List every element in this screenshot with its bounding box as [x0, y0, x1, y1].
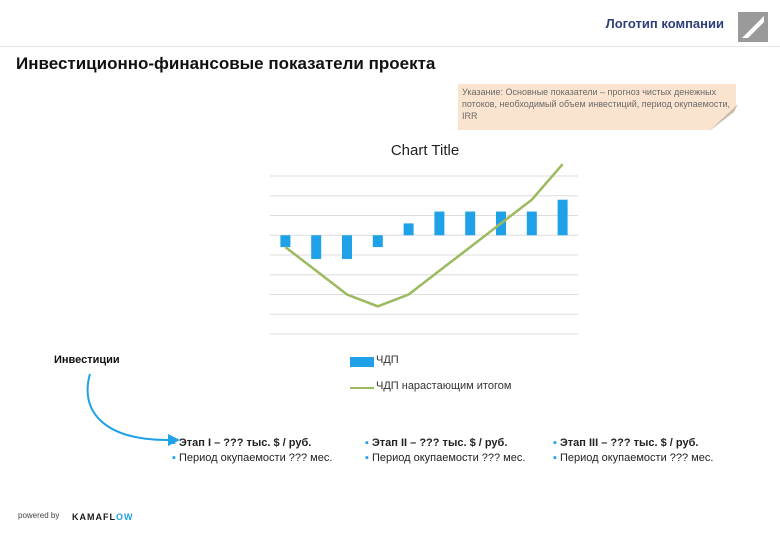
note-fold-corner [708, 104, 738, 132]
brand-main-text: KAMAFL [72, 512, 116, 522]
chart-title: Chart Title [390, 142, 460, 159]
legend-swatch-line [350, 387, 374, 389]
legend-label-bar: ЧДП [376, 354, 399, 366]
bar-mark [434, 211, 445, 236]
investments-label: Инвестиции [54, 354, 120, 366]
bar-mark [403, 223, 414, 236]
stage-title: Этап III – ??? тыс. $ / руб. [559, 437, 699, 449]
stage-payback: Период окупаемости ??? мес. [371, 452, 526, 464]
chart: Chart Title [260, 138, 590, 348]
stage-title: Этап I – ??? тыс. $ / руб. [178, 437, 312, 449]
bar-mark [465, 211, 476, 236]
arrow-icon [86, 373, 180, 446]
page-title: Инвестиционно-финансовые показатели прое… [16, 54, 436, 73]
bar-mark [557, 199, 568, 236]
bar-mark [372, 235, 383, 248]
stage-title: Этап II – ??? тыс. $ / руб. [371, 437, 508, 449]
logo-icon [738, 12, 768, 42]
bar-mark [311, 235, 322, 259]
stage-payback: Период окупаемости ??? мес. [178, 452, 333, 464]
bar-mark [342, 235, 352, 259]
legend-label-line: ЧДП нарастающим итогом [376, 380, 512, 392]
legend-swatch-bar [350, 357, 374, 367]
stage-block-3: ▪ Этап III – ??? тыс. $ / руб. ▪ Период … [553, 437, 714, 464]
header-divider [0, 46, 780, 47]
bar-mark [280, 235, 291, 248]
brand-logo: KAMAFLOW [72, 512, 134, 522]
cumulative-line [284, 163, 564, 308]
stage-block-1: ▪ Этап I – ??? тыс. $ / руб. ▪ Период ок… [172, 437, 333, 464]
stage-block-2: ▪ Этап II – ??? тыс. $ / руб. ▪ Период о… [365, 437, 526, 464]
bar-mark [526, 211, 537, 236]
chart-plot [270, 163, 578, 335]
powered-by-label: powered by [18, 511, 60, 520]
stage-payback: Период окупаемости ??? мес. [559, 452, 714, 464]
instruction-note: Указание: Основные показатели – прогноз … [458, 84, 736, 130]
header-bar: Логотип компании [0, 0, 780, 48]
company-logo-text: Логотип компании [605, 16, 724, 31]
brand-accent-text: OW [116, 512, 134, 522]
